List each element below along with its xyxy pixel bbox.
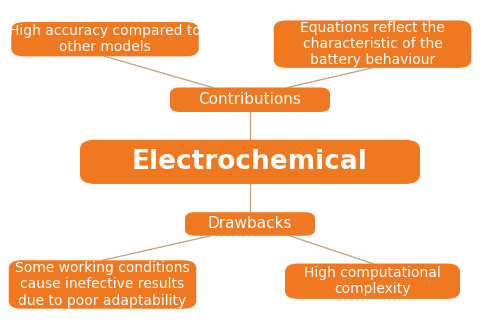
Text: Some working conditions
cause inefective results
due to poor adaptability: Some working conditions cause inefective… (15, 261, 190, 308)
Text: Drawbacks: Drawbacks (208, 216, 292, 232)
Text: Electrochemical: Electrochemical (132, 149, 368, 175)
FancyBboxPatch shape (80, 140, 420, 184)
Text: Contributions: Contributions (198, 92, 302, 107)
FancyBboxPatch shape (11, 22, 198, 56)
Text: Equations reflect the
characteristic of the
battery behaviour: Equations reflect the characteristic of … (300, 21, 445, 67)
Text: High computational
complexity: High computational complexity (304, 266, 441, 296)
FancyBboxPatch shape (8, 260, 196, 309)
Text: High accuracy compared to
other models: High accuracy compared to other models (9, 24, 201, 54)
FancyBboxPatch shape (170, 88, 330, 112)
FancyBboxPatch shape (285, 264, 460, 299)
FancyBboxPatch shape (274, 20, 471, 68)
FancyBboxPatch shape (185, 212, 315, 236)
